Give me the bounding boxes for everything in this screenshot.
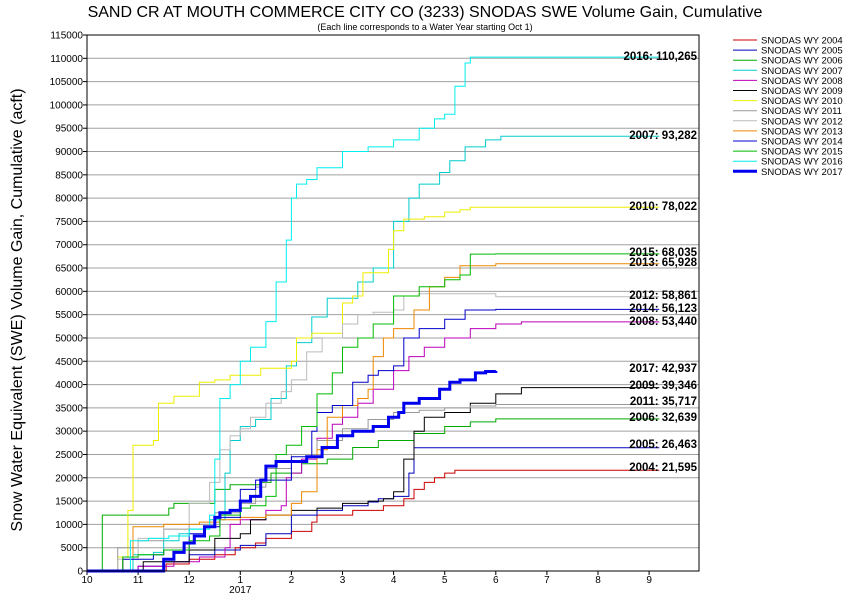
end-label: 2008: 53,440 (629, 316, 697, 328)
series-line-snodas-wy-2016 (87, 56, 660, 572)
legend-item: SNODAS WY 2012 (761, 116, 843, 127)
legend-item: SNODAS WY 2011 (761, 106, 842, 117)
x-year-label: 2017 (229, 585, 252, 596)
series-line-snodas-wy-2009 (87, 387, 660, 572)
end-label: 2012: 58,861 (629, 290, 697, 302)
series-line-snodas-wy-2013 (87, 263, 660, 572)
x-axis-ticks: 10 11 12 1 2 3 4 5 6 7 8 9 (81, 571, 652, 586)
x-tick-label: 5 (442, 575, 448, 586)
y-tick-label: 35000 (55, 403, 83, 414)
y-tick-label: 15000 (55, 497, 83, 508)
y-axis-ticks: 0 5000 10000 15000 20000 25000 30000 35000 40000… (50, 31, 87, 578)
y-tick-label: 90000 (55, 147, 83, 158)
end-label: 2010: 78,022 (629, 201, 697, 213)
series-line-snodas-wy-2007 (87, 135, 660, 572)
series-line-snodas-wy-2014 (87, 308, 660, 572)
y-tick-label: 5000 (61, 543, 84, 554)
x-tick-label: 11 (133, 575, 144, 586)
legend-item: SNODAS WY 2014 (761, 137, 843, 148)
legend-item: SNODAS WY 2004 (761, 36, 843, 47)
y-tick-label: 95000 (55, 124, 83, 135)
series-line-snodas-wy-2004 (87, 469, 660, 572)
y-tick-label: 100000 (50, 100, 84, 111)
y-tick-label: 80000 (55, 194, 83, 205)
y-tick-label: 105000 (50, 77, 84, 88)
legend-item: SNODAS WY 2017 (761, 167, 843, 178)
y-tick-label: 50000 (55, 333, 83, 344)
legend-item: SNODAS WY 2010 (761, 96, 843, 107)
x-tick-label: 12 (184, 575, 196, 586)
y-tick-label: 110000 (50, 54, 83, 65)
chart-title: SAND CR AT MOUTH COMMERCE CITY CO (3233)… (88, 4, 763, 21)
plot-frame (86, 34, 700, 572)
legend-item: SNODAS WY 2006 (761, 56, 843, 67)
x-tick-label: 8 (595, 575, 601, 586)
x-tick-label: 1 (238, 575, 244, 586)
series-line-snodas-wy-2006 (87, 418, 660, 572)
x-tick-label: 10 (81, 575, 93, 586)
end-label: 2004: 21,595 (629, 462, 697, 474)
x-tick-label: 6 (493, 575, 499, 586)
legend-item: SNODAS WY 2016 (761, 157, 843, 168)
legend-item: SNODAS WY 2008 (761, 76, 843, 87)
end-label: 2015: 68,035 (629, 247, 697, 259)
series-lines (87, 56, 660, 573)
end-label: 2011: 35,717 (630, 396, 697, 408)
end-label: 2007: 93,282 (629, 130, 697, 142)
y-tick-label: 10000 (55, 520, 83, 531)
y-tick-label: 55000 (55, 310, 83, 321)
x-tick-label: 2 (289, 575, 295, 586)
x-tick-label: 7 (544, 575, 550, 586)
series-line-snodas-wy-2010 (87, 206, 660, 572)
y-tick-label: 85000 (55, 170, 83, 181)
x-tick-label: 3 (340, 575, 346, 586)
y-tick-label: 75000 (55, 217, 83, 228)
x-tick-label: 9 (646, 575, 652, 586)
legend-item: SNODAS WY 2007 (761, 66, 843, 77)
y-tick-label: 70000 (55, 240, 83, 251)
end-label: 2013: 65,928 (629, 257, 697, 269)
gridlines (87, 34, 699, 572)
end-label: 2014: 56,123 (629, 303, 697, 315)
y-tick-label: 20000 (55, 473, 83, 484)
y-tick-label: 65000 (55, 264, 83, 275)
end-label: 2017: 42,937 (629, 363, 697, 375)
y-tick-label: 60000 (55, 287, 83, 298)
y-tick-label: 40000 (55, 380, 83, 391)
end-label: 2006: 32,639 (629, 412, 697, 424)
end-labels: 2004: 21,595 2005: 26,463 2006: 32,639 2007… (623, 51, 697, 474)
series-line-snodas-wy-2017 (87, 370, 498, 573)
y-tick-label: 115000 (50, 31, 83, 42)
legend-item: SNODAS WY 2013 (761, 126, 843, 137)
end-label: 2009: 39,346 (629, 380, 697, 392)
y-tick-label: 25000 (55, 450, 83, 461)
legend-item: SNODAS WY 2009 (761, 86, 843, 97)
end-label: 2016: 110,265 (623, 51, 697, 63)
y-axis-label: Snow Water Equivalent (SWE) Volume Gain,… (9, 88, 26, 531)
y-tick-label: 30000 (55, 427, 83, 438)
y-tick-label: 45000 (55, 357, 83, 368)
end-label: 2005: 26,463 (629, 439, 697, 451)
y-tick-label: 0 (77, 567, 83, 578)
chart-subtitle: (Each line corresponds to a Water Year s… (317, 22, 532, 32)
x-tick-label: 4 (391, 575, 397, 586)
legend-item: SNODAS WY 2005 (761, 46, 843, 57)
legend-item: SNODAS WY 2015 (761, 147, 843, 158)
series-line-snodas-wy-2015 (87, 253, 660, 572)
